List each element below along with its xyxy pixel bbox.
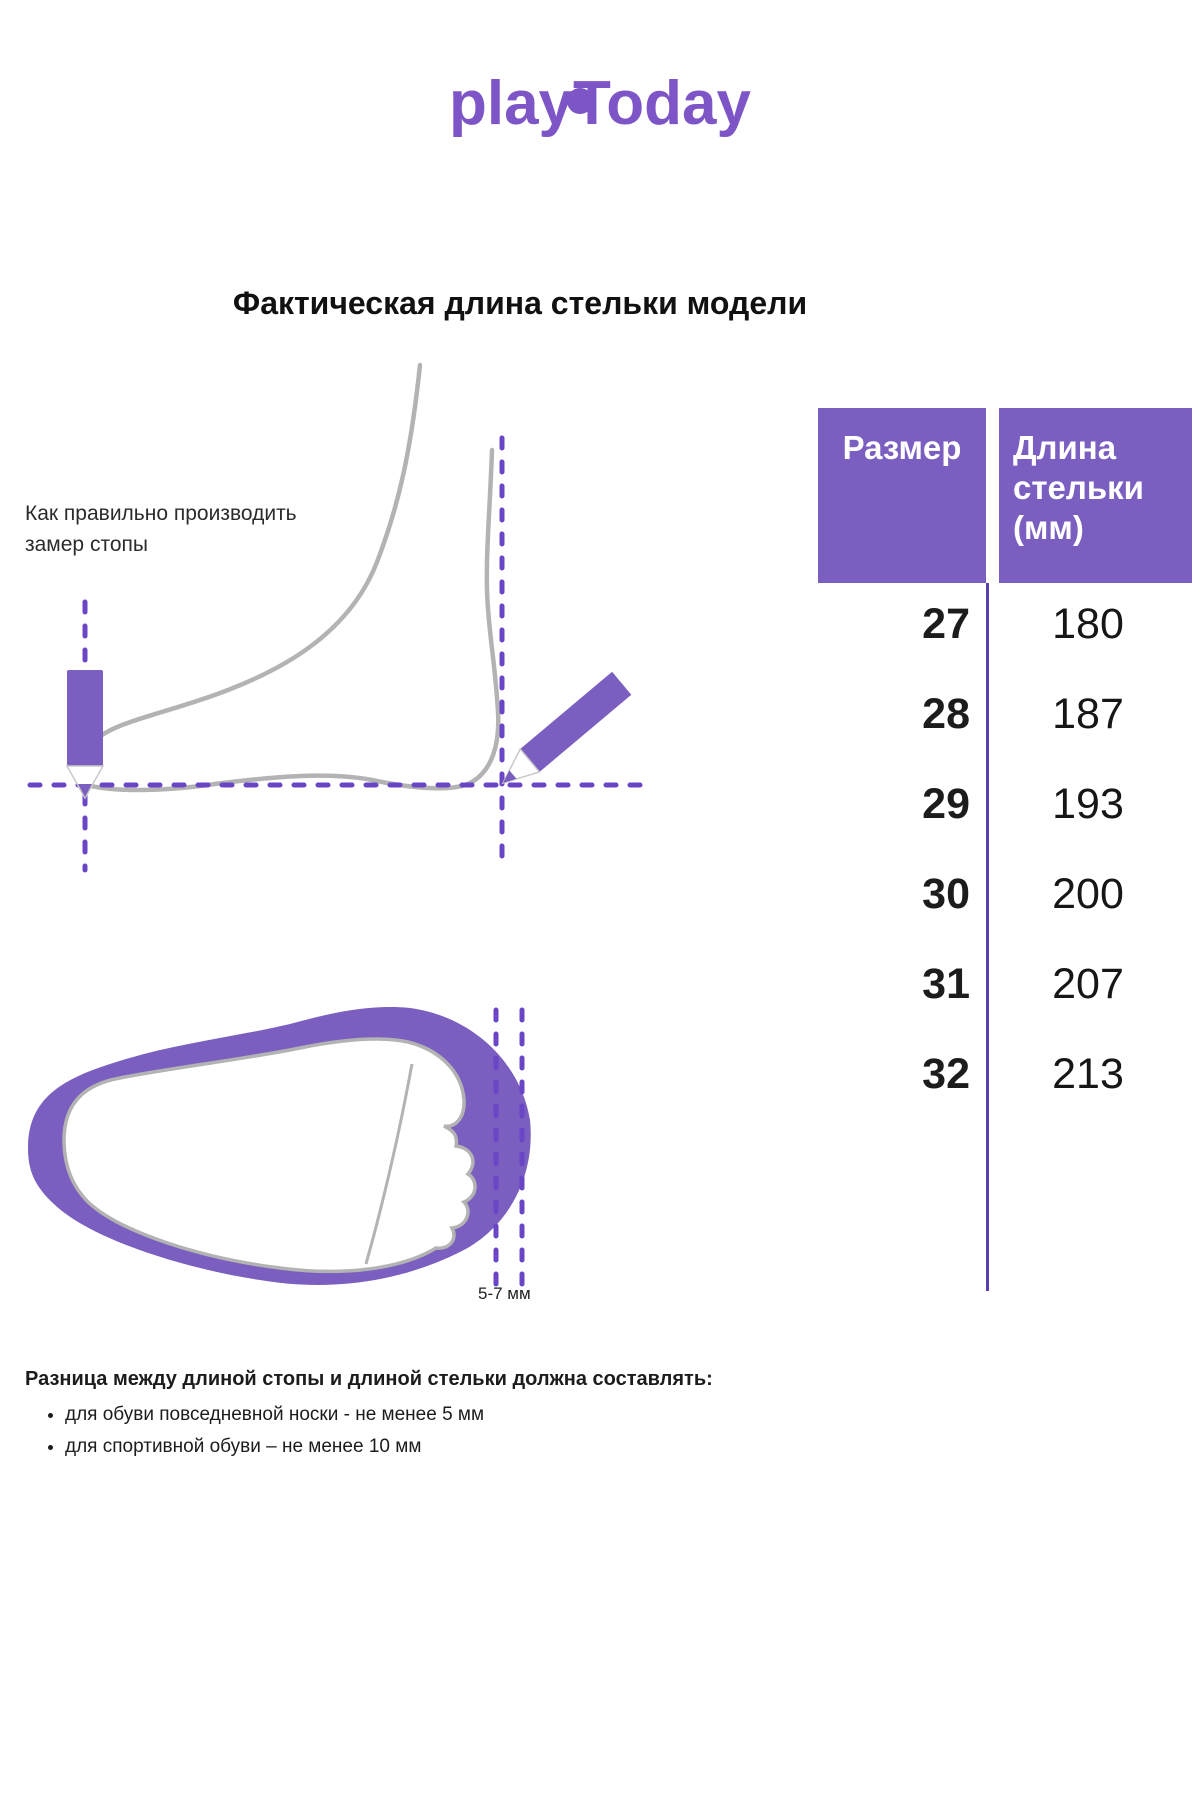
table-header-size: Размер [818, 408, 986, 583]
brand-logo-text: playToday [448, 69, 752, 138]
brand-logo-dot-icon [567, 88, 593, 114]
footnote-item: для спортивной обуви – не менее 10 мм [65, 1431, 785, 1463]
measure-caption-line1: Как правильно производить [25, 502, 297, 525]
footprint-shape [62, 1037, 477, 1274]
length-value: 207 [1052, 960, 1124, 1008]
insole-top-view-diagram [28, 1007, 531, 1288]
length-value: 187 [1052, 690, 1124, 738]
size-value: 30 [922, 870, 970, 918]
length-value: 213 [1052, 1050, 1124, 1098]
gap-label: 5-7 мм [478, 1284, 531, 1303]
size-value: 29 [922, 780, 970, 828]
pencil-right-icon [501, 671, 632, 785]
size-value: 31 [922, 960, 970, 1008]
footnote-list: для обуви повседневной носки - не менее … [25, 1399, 785, 1463]
size-value: 32 [922, 1050, 970, 1098]
pencil-left-icon [65, 670, 105, 800]
size-value: 27 [922, 600, 970, 648]
footnote-intro: Разница между длиной стопы и длиной стел… [25, 1368, 713, 1390]
footnote-item: для обуви повседневной носки - не менее … [65, 1399, 785, 1431]
foot-outline [76, 362, 501, 793]
table-column-divider [986, 583, 989, 1291]
footnote: Разница между длиной стопы и длиной стел… [25, 1368, 785, 1463]
size-value: 28 [922, 690, 970, 738]
length-value: 200 [1052, 870, 1124, 918]
brand-logo: playToday [0, 68, 1200, 139]
length-value: 193 [1052, 780, 1124, 828]
page-title: Фактическая длина стельки модели [232, 285, 808, 321]
measure-caption: Как правильно производить замер стопы [25, 498, 297, 560]
measure-caption-line2: замер стопы [25, 533, 148, 556]
footprint-detail-line [364, 1063, 414, 1265]
length-value: 180 [1052, 600, 1124, 648]
table-header-length: Длина стельки (мм) [999, 408, 1192, 583]
foot-side-view-diagram [27, 362, 648, 873]
